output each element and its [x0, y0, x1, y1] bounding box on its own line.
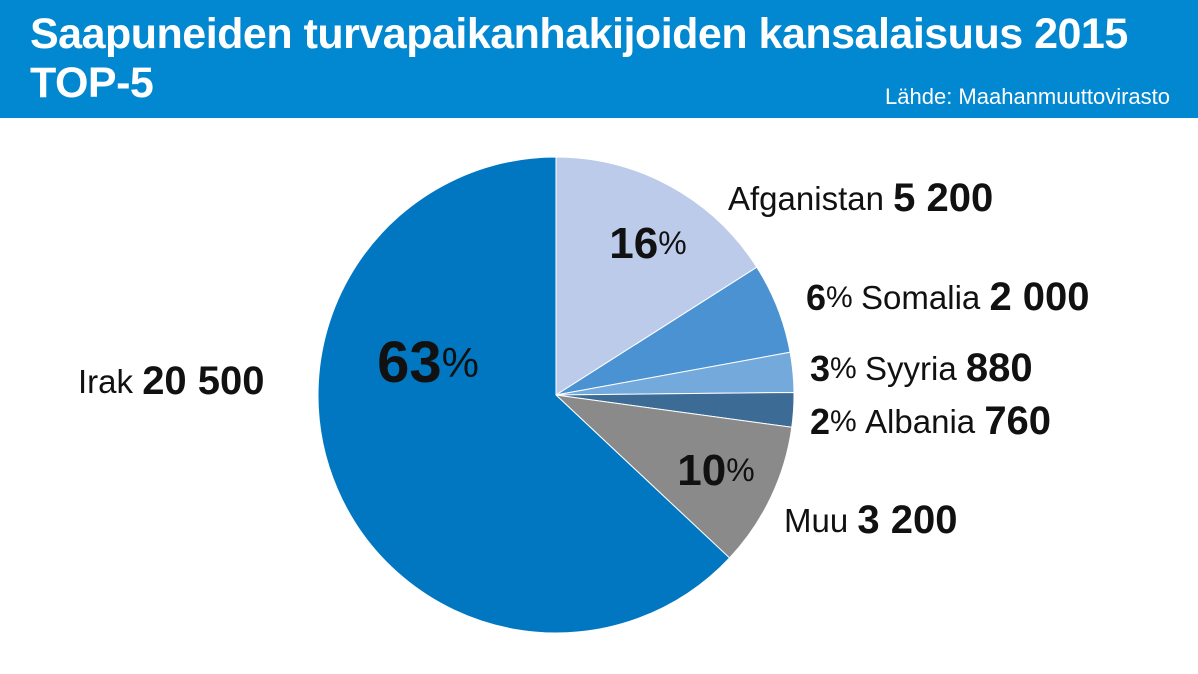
source-note: Lähde: Maahanmuuttovirasto [885, 84, 1170, 109]
pie-category-label-albania: 2% Albania 760 [810, 399, 1051, 443]
chart-title-line2: TOP-5 [30, 59, 154, 107]
pie-percent-labels: 16% 10% 63% [377, 219, 755, 495]
pie-slice-muu [554, 394, 793, 559]
pie-slice-irak [317, 156, 731, 634]
header-banner: Saapuneiden turvapaikanhakijoiden kansal… [0, 0, 1198, 118]
pie-percent-label-afganistan: 16% [609, 219, 686, 268]
chart-title: Saapuneiden turvapaikanhakijoiden kansal… [30, 10, 1128, 108]
pie-slices [317, 156, 795, 634]
chart-title-line1: Saapuneiden turvapaikanhakijoiden kansal… [30, 10, 1128, 58]
pie-category-labels: Afganistan 5 200 6% Somalia 2 000 3% Syyri… [78, 176, 1090, 542]
pie-category-label-syyria: 3% Syyria 880 [810, 346, 1033, 390]
pie-slice-afganistan [555, 156, 758, 396]
pie-category-label-afganistan: Afganistan 5 200 [728, 176, 993, 220]
pie-category-label-somalia: 6% Somalia 2 000 [806, 275, 1090, 319]
pie-category-label-irak: Irak 20 500 [78, 359, 265, 403]
pie-percent-label-irak: 63% [377, 330, 479, 395]
pie-category-label-muu: Muu 3 200 [784, 498, 957, 542]
pie-percent-label-muu: 10% [677, 446, 754, 495]
